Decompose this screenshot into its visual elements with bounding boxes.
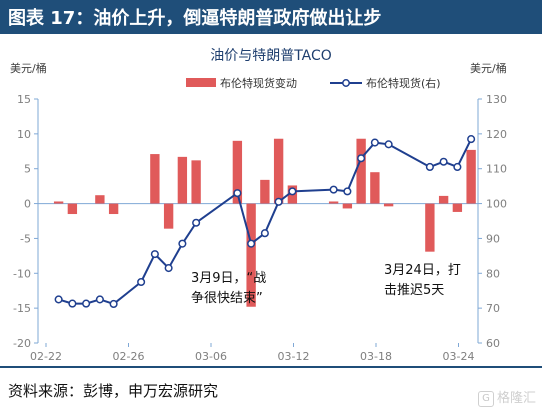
bar [370,172,380,204]
annotation-mar24: 3月24日，打 击推迟5天 [384,263,461,298]
line-point [425,162,434,172]
right-tick-label: 60 [486,337,500,350]
bar [150,154,160,204]
line-point [357,154,366,163]
line-point [288,187,297,196]
left-tick-label: -10 [13,267,31,280]
x-tick-label: 02-22 [30,350,62,363]
bar-series [53,138,476,307]
line-point [384,140,393,149]
x-tick-label: 02-26 [113,350,145,363]
line-point [164,264,173,273]
legend: 布伦特现货变动 布伦特现货(右) [186,76,441,90]
annotation-mar9: 3月9日，“战 争很快结束” [191,271,266,306]
line-point [453,162,462,172]
line-point [178,239,187,248]
right-tick-label: 130 [486,93,507,106]
right-tick-label: 120 [486,128,507,141]
left-tick-label: -15 [13,302,31,315]
bar [438,195,449,204]
line-point [247,239,256,248]
line-point [260,229,269,238]
legend-line-marker [342,79,350,87]
legend-bar-label: 布伦特现货变动 [220,76,297,90]
line-point [329,185,338,194]
annotation-mar24-line1: 3月24日，打 [384,263,461,278]
left-tick-label: 5 [24,163,31,176]
bar [260,179,270,204]
right-tick-label: 80 [486,267,500,280]
line-point [54,295,63,304]
line-point [109,299,118,309]
bar [95,195,105,204]
left-tick-label: -20 [13,337,31,350]
line-point [95,295,104,304]
x-tick-label: 03-24 [443,350,475,363]
bar [452,203,463,212]
bar [342,203,353,209]
bar [425,203,435,252]
title-bar [0,0,542,34]
line-point [150,250,159,259]
annotation-mar24-line2: 击推迟5天 [384,283,444,298]
line-point [68,299,77,308]
right-tick-label: 90 [486,232,500,245]
watermark-text: 格隆汇 [496,391,536,406]
right-tick-label: 110 [486,163,507,176]
line-point [343,187,352,196]
bar [328,201,339,204]
figure-title: 图表 17：油价上升，倒逼特朗普政府做出让步 [8,7,381,29]
bar [53,201,64,204]
axes: -20 -15 -10 -5 0 5 10 15 60 70 80 90 100 110 120 130 02-… [13,93,507,363]
x-tick-label: 03-18 [360,350,392,363]
bar [246,203,256,307]
left-tick-label: -5 [20,232,31,245]
left-axis-unit: 美元/桶 [10,61,47,75]
line-point [370,138,379,147]
legend-bar-swatch [186,78,216,87]
line-point [233,189,242,198]
chart-title: 油价与特朗普TACO [210,48,332,64]
line-series [54,135,476,309]
line-point [439,157,448,166]
legend-line-label: 布伦特现货(右) [366,76,441,90]
watermark: G 格隆汇 [477,387,536,407]
line-point [467,135,476,144]
bar [108,203,119,215]
bar [273,138,284,204]
right-tick-label: 100 [486,198,507,211]
right-tick-label: 70 [486,302,500,315]
line-point [137,277,146,287]
left-tick-label: 0 [24,198,31,211]
left-tick-label: 10 [17,128,31,141]
annotation-mar9-line2: 争很快结束” [191,291,263,306]
source-note: 资料来源：彭博，申万宏源研究 [8,382,218,400]
left-tick-label: 15 [17,93,31,106]
annotation-mar9-line1: 3月9日，“战 [191,271,266,286]
line-point [192,218,201,227]
bar [191,160,201,204]
x-tick-label: 03-06 [195,350,227,363]
bar [466,149,476,204]
bar [356,138,366,204]
bar [177,156,188,204]
bar [232,140,243,204]
bar [163,203,174,229]
line-point [274,197,283,206]
watermark-logo-icon: G [477,391,494,407]
right-axis-unit: 美元/桶 [470,61,507,75]
line-point [82,299,91,308]
bar [67,203,78,215]
x-tick-label: 03-12 [278,350,310,363]
bar [383,203,394,207]
